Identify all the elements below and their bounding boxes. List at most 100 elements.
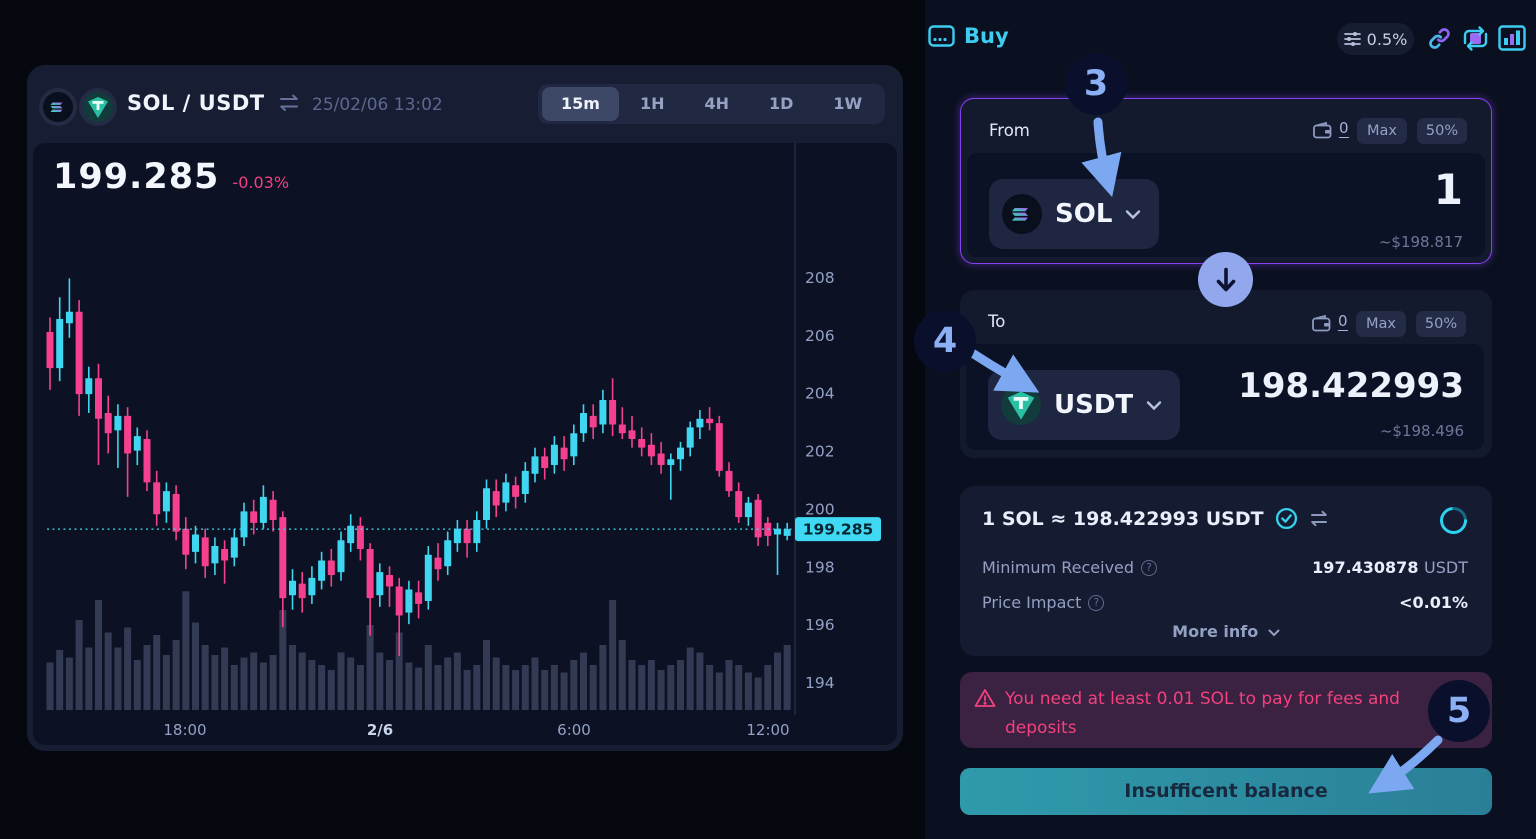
swap-direction-button[interactable] xyxy=(1198,252,1253,307)
to-half-button[interactable]: 50% xyxy=(1416,311,1466,337)
candle-body xyxy=(735,491,743,518)
tether-token-icon xyxy=(1001,385,1041,425)
volume-bar xyxy=(677,660,684,710)
volume-bar xyxy=(570,660,578,710)
help-icon[interactable]: ? xyxy=(1088,594,1105,611)
volume-bar xyxy=(764,665,772,710)
to-token-selector[interactable]: USDT xyxy=(988,370,1181,440)
slippage-setting[interactable]: 0.5% xyxy=(1337,23,1414,55)
min-received-value: 197.430878 USDT xyxy=(1312,558,1468,577)
sliders-icon xyxy=(1343,32,1361,46)
volume-bar xyxy=(327,670,335,710)
y-axis-tick: 202 xyxy=(805,443,835,461)
candle-body xyxy=(492,491,500,506)
volume-bar xyxy=(696,652,704,710)
from-amount-input[interactable]: 1 xyxy=(1433,165,1463,214)
from-balance[interactable]: 0 xyxy=(1339,119,1349,138)
volume-bar xyxy=(85,647,93,710)
more-info-toggle[interactable]: More info xyxy=(960,622,1492,641)
y-axis-tick: 194 xyxy=(805,674,835,692)
candle-body xyxy=(647,444,655,457)
volume-bar xyxy=(686,647,694,710)
volume-bar xyxy=(453,652,461,710)
swap-info-card: 1 SOL ≈ 198.422993 USDT Minimum Received… xyxy=(960,486,1492,656)
volume-bar xyxy=(182,591,190,710)
timeframe-tab-15m[interactable]: 15m xyxy=(542,87,619,121)
x-axis-label: 6:00 xyxy=(557,721,591,739)
candle-body xyxy=(211,546,219,564)
candle-body xyxy=(318,560,326,581)
candle-body xyxy=(405,589,413,613)
volume-bar xyxy=(492,657,500,710)
timeframe-tab-1H[interactable]: 1H xyxy=(639,94,665,113)
volume-bar xyxy=(521,665,529,710)
to-max-button[interactable]: Max xyxy=(1356,311,1406,337)
volume-bar xyxy=(289,645,296,710)
timeframe-tabs: 15m 1H 4H 1D 1W xyxy=(538,84,886,124)
wallet-icon xyxy=(1313,121,1332,143)
y-axis-tick: 200 xyxy=(805,500,835,518)
timeframe-tab-4H[interactable]: 4H xyxy=(704,94,729,113)
volume-bar xyxy=(424,645,432,710)
volume-bar xyxy=(744,672,752,710)
candle-body xyxy=(192,534,199,552)
refresh-timer-ring xyxy=(1434,501,1473,540)
from-token-selector[interactable]: SOL xyxy=(989,179,1160,249)
to-balance[interactable]: 0 xyxy=(1338,312,1348,331)
candlestick-chart[interactable]: 208 206 204 202 200 198 196 194 18:00 2/6 6:00 12:0… xyxy=(33,143,897,745)
candle-body xyxy=(337,540,345,573)
candle-body xyxy=(531,456,539,474)
chart-timestamp: 25/02/06 13:02 xyxy=(312,95,443,115)
warning-text: You need at least 0.01 SOL to pay for fe… xyxy=(1005,689,1400,738)
pair-swap-icon[interactable] xyxy=(277,93,301,117)
y-axis-tick: 204 xyxy=(805,385,835,403)
x-axis-label: 2/6 xyxy=(367,721,393,739)
candle-body xyxy=(677,447,684,460)
volume-bar xyxy=(366,625,374,710)
candle-body xyxy=(56,318,64,369)
volume-bar xyxy=(75,620,83,710)
volume-bar xyxy=(405,662,413,710)
buy-tab[interactable]: Buy xyxy=(928,24,1009,48)
volume-bar xyxy=(618,640,626,710)
price-change: -0.03% xyxy=(232,173,290,192)
volume-bar xyxy=(541,670,549,710)
timeframe-tab-1W[interactable]: 1W xyxy=(833,94,863,113)
submit-swap-button[interactable]: Insufficent balance xyxy=(960,768,1492,815)
volume-bar xyxy=(715,672,723,710)
from-max-button[interactable]: Max xyxy=(1357,118,1407,144)
link-icon[interactable] xyxy=(1427,26,1452,55)
candle-body xyxy=(638,439,646,448)
step-3-badge: 3 xyxy=(1065,53,1127,115)
fee-warning-banner: You need at least 0.01 SOL to pay for fe… xyxy=(960,672,1492,748)
step-5-badge: 5 xyxy=(1428,680,1490,742)
chart-card: SOL / USDT 25/02/06 13:02 15m 1H 4H 1D 1W 19… xyxy=(27,65,903,751)
volume-bar xyxy=(56,650,64,710)
swap-rate-icon[interactable] xyxy=(1309,510,1329,527)
bridge-icon[interactable] xyxy=(1461,25,1490,56)
candle-body xyxy=(570,433,578,457)
volume-bar xyxy=(143,645,151,710)
check-circle-icon xyxy=(1275,507,1297,530)
chart-stats-icon[interactable] xyxy=(1498,25,1526,55)
candle-body xyxy=(347,525,355,544)
help-icon[interactable]: ? xyxy=(1141,559,1158,576)
timeframe-tab-1D[interactable]: 1D xyxy=(769,94,794,113)
step-4-badge: 4 xyxy=(914,310,976,372)
volume-bar xyxy=(638,665,646,710)
x-axis-label: 12:00 xyxy=(746,721,789,739)
volume-bar xyxy=(133,660,141,710)
candle-body xyxy=(269,499,277,521)
from-half-button[interactable]: 50% xyxy=(1417,118,1467,144)
min-received-row: Minimum Received ? xyxy=(982,558,1158,577)
candle-body xyxy=(521,470,529,494)
tether-icon xyxy=(79,88,117,126)
candle-body xyxy=(415,592,423,604)
volume-bar xyxy=(95,600,102,710)
to-amount-input[interactable]: 198.422993 xyxy=(1238,366,1464,406)
volume-bar xyxy=(221,647,229,710)
from-usd-value: ~$198.817 xyxy=(1378,233,1463,251)
volume-bar xyxy=(259,662,267,710)
volume-bar xyxy=(279,610,287,710)
